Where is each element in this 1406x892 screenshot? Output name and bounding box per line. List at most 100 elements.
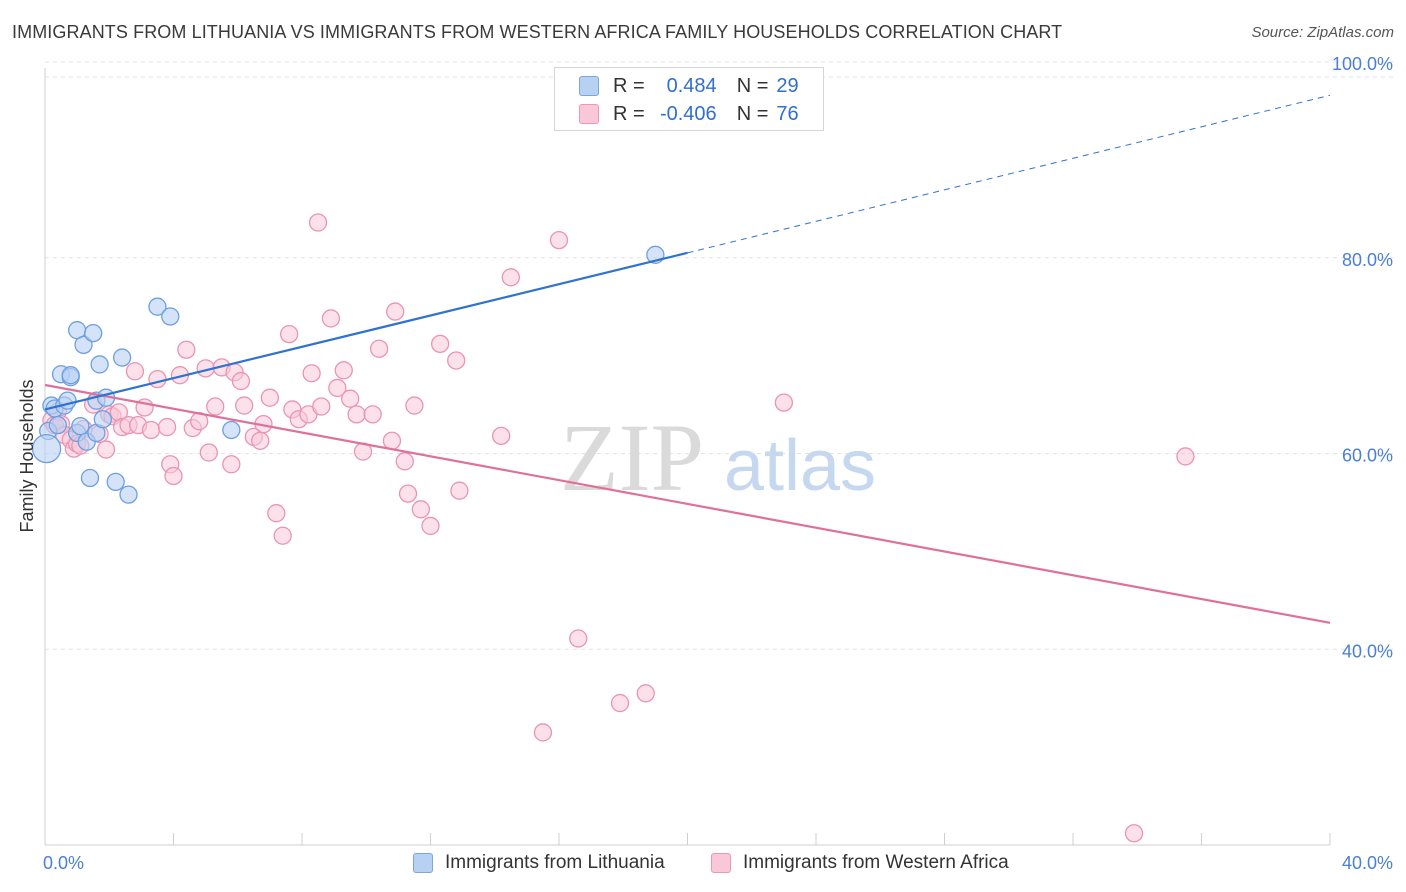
western-africa-point <box>347 405 366 424</box>
r-value: -0.406 <box>659 102 717 125</box>
lithuania-point <box>58 391 77 410</box>
western-africa-point <box>636 684 655 703</box>
stats-legend: R = 0.484 N = 29 R = -0.406 N = 76 <box>554 67 824 131</box>
western-africa-point <box>321 309 341 328</box>
western-africa-point <box>164 466 183 486</box>
western-africa-point <box>251 431 270 450</box>
western-africa-point <box>447 351 466 370</box>
lithuania-point <box>74 335 93 355</box>
y-tick-label: 80.0% <box>1342 250 1393 270</box>
western-africa-point <box>369 339 389 358</box>
lithuania-point <box>161 307 180 326</box>
western-africa-point <box>569 629 588 648</box>
western-africa-point <box>405 396 424 415</box>
western-africa-point <box>231 371 251 391</box>
watermark: ZIP atlas <box>560 404 876 511</box>
western-africa-point <box>450 481 469 500</box>
western-africa-point <box>312 397 331 416</box>
watermark-zip: ZIP <box>560 404 704 511</box>
watermark-atlas: atlas <box>724 426 876 506</box>
western-africa-point <box>308 213 328 232</box>
lithuania-swatch <box>413 853 433 873</box>
western-africa-point <box>395 452 414 471</box>
lithuania-point <box>222 420 241 440</box>
western-africa-point <box>549 230 569 250</box>
western-africa-point <box>222 455 241 474</box>
grid-lines <box>45 61 1395 650</box>
lithuania-point <box>71 416 90 436</box>
western-africa-point <box>1176 447 1195 466</box>
western-africa-point <box>492 426 511 446</box>
western-africa-point <box>1124 824 1144 843</box>
western-africa-point <box>341 389 360 408</box>
legend-item-lithuania[interactable]: Immigrants from Lithuania <box>413 852 665 874</box>
chart-title: IMMIGRANTS FROM LITHUANIA VS IMMIGRANTS … <box>12 22 1063 42</box>
western-africa-point <box>411 500 431 519</box>
western-africa-point <box>334 361 353 380</box>
lithuania-point <box>148 297 167 316</box>
lithuania-trend-line <box>44 251 688 411</box>
western-africa-point <box>363 405 382 424</box>
lithuania-point <box>106 472 125 492</box>
r-label: R = <box>613 74 645 97</box>
stats-row-western-africa: R = -0.406 N = 76 <box>555 100 799 128</box>
chart-source: Source: ZipAtlas.com <box>1251 24 1394 41</box>
x-tick-label: 0.0% <box>43 853 84 873</box>
y-tick-label: 100.0% <box>1332 54 1393 74</box>
x-tick-label: 40.0% <box>1342 853 1393 873</box>
n-value: 76 <box>776 102 799 125</box>
western-africa-points <box>42 213 1195 843</box>
western-africa-point <box>273 526 292 545</box>
lithuania-point <box>84 323 103 343</box>
western-africa-point <box>125 362 145 381</box>
n-label: N = <box>736 102 769 125</box>
western-africa-swatch <box>579 104 599 124</box>
lithuania-point <box>31 433 62 464</box>
western-africa-point <box>260 388 280 407</box>
western-africa-point <box>157 417 177 437</box>
lithuania-point <box>93 410 112 429</box>
western-africa-swatch <box>711 853 731 873</box>
y-tick-label: 40.0% <box>1342 641 1393 661</box>
western-africa-point <box>533 723 553 742</box>
western-africa-point <box>302 364 321 383</box>
n-label: N = <box>736 74 769 97</box>
western-africa-trend-line <box>44 383 1331 624</box>
lithuania-swatch <box>579 76 599 96</box>
bottom-legend: Immigrants from Lithuania Immigrants fro… <box>0 852 1406 878</box>
legend-label: Immigrants from Lithuania <box>445 852 665 873</box>
lithuania-point <box>90 355 109 374</box>
legend-item-western-africa[interactable]: Immigrants from Western Africa <box>711 852 1009 874</box>
n-value: 29 <box>776 74 799 97</box>
western-africa-point <box>96 440 116 459</box>
trend-lines <box>44 94 1331 624</box>
western-africa-point <box>199 443 218 462</box>
lithuania-point <box>80 468 100 488</box>
stats-row-lithuania: R = 0.484 N = 29 <box>555 72 799 100</box>
r-value: 0.484 <box>666 74 717 97</box>
western-africa-point <box>386 302 405 321</box>
western-africa-point <box>267 504 286 523</box>
western-africa-point <box>328 378 347 398</box>
r-label: R = <box>613 102 645 125</box>
western-africa-point <box>774 393 794 412</box>
western-africa-point <box>279 324 299 344</box>
lithuania-point <box>61 366 80 385</box>
tick-labels: 40.0% 60.0% 80.0% 100.0% 0.0% 40.0% <box>43 54 1393 873</box>
western-africa-point <box>141 420 161 440</box>
lithuania-point <box>112 348 132 367</box>
western-africa-point <box>421 516 440 536</box>
western-africa-point <box>148 369 167 389</box>
western-africa-point <box>382 431 402 450</box>
western-africa-point <box>501 268 520 287</box>
western-africa-point <box>206 397 225 416</box>
western-africa-point <box>177 340 196 359</box>
lithuania-point <box>48 415 67 435</box>
lithuania-point <box>119 485 138 504</box>
legend-label: Immigrants from Western Africa <box>743 852 1009 873</box>
y-axis-label: Family Households <box>17 379 37 532</box>
western-africa-point <box>235 396 254 415</box>
lithuania-trend-extension <box>687 94 1331 254</box>
y-tick-label: 60.0% <box>1342 446 1393 466</box>
